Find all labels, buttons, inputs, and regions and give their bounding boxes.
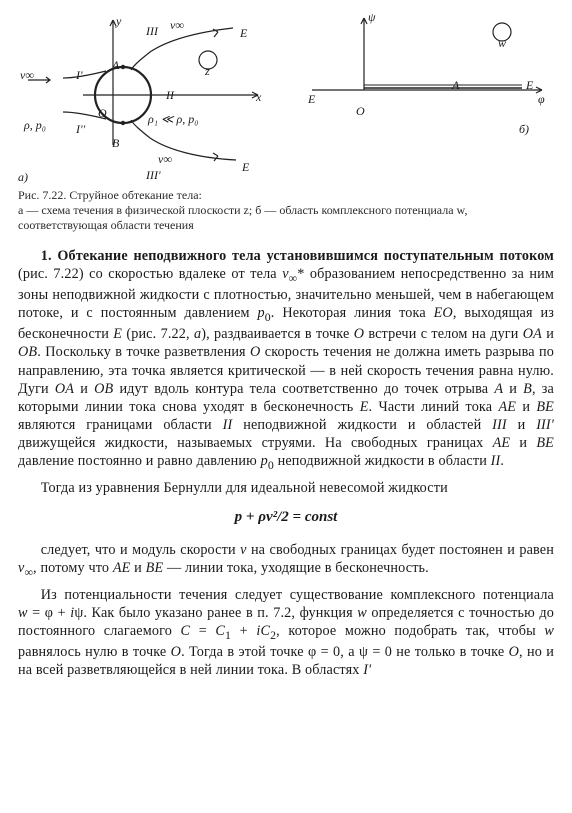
fig-label: ρ, p₀	[24, 118, 46, 133]
equation-bernoulli: p + ρv²/2 = const	[18, 508, 554, 527]
fig-label: v∞	[158, 152, 172, 167]
figure-caption: Рис. 7.22. Струйное обтекание тела: а — …	[18, 188, 554, 233]
fig-label: II	[166, 88, 174, 103]
fig-label: а)	[18, 170, 28, 185]
paragraph-3: следует, что и модуль скорости v на своб…	[18, 541, 554, 580]
fig-label: B	[112, 136, 119, 151]
caption-line1: Рис. 7.22. Струйное обтекание тела:	[18, 188, 554, 203]
fig-label: III'	[146, 168, 161, 183]
figure-row: yxOABEEI'I''IIIIIIII'v∞v∞v∞ρ, p₀ρ₁ ≪ ρ, …	[18, 10, 554, 180]
paragraph-1: 1. Обтекание неподвижного тела установив…	[18, 247, 554, 473]
fig-label: A	[452, 78, 459, 93]
page-root: yxOABEEI'I''IIIIIIII'v∞v∞v∞ρ, p₀ρ₁ ≪ ρ, …	[0, 0, 572, 706]
fig-label: I'	[76, 68, 83, 83]
fig-label: O	[356, 104, 365, 119]
caption-line2: а — схема течения в физической плоскости…	[18, 203, 554, 233]
fig-label: I''	[76, 122, 85, 137]
fig-label: y	[116, 14, 121, 29]
paragraph-4: Из потенциальности течения следует сущес…	[18, 586, 554, 680]
fig-label: A	[112, 58, 119, 73]
figure-a: yxOABEEI'I''IIIIIIII'v∞v∞v∞ρ, p₀ρ₁ ≪ ρ, …	[18, 10, 278, 180]
paragraph-2: Тогда из уравнения Бернулли для идеально…	[18, 479, 554, 497]
fig-label: v∞	[20, 68, 34, 83]
fig-label: E	[240, 26, 247, 41]
fig-label: O	[98, 106, 107, 121]
fig-label: ψ	[368, 10, 375, 25]
fig-label: б)	[519, 122, 529, 137]
fig-label: x	[256, 90, 261, 105]
fig-label: E	[308, 92, 315, 107]
fig-label: v∞	[170, 18, 184, 33]
fig-label: E	[242, 160, 249, 175]
fig-label: φ	[538, 92, 545, 107]
fig-label: ρ₁ ≪ ρ, p₀	[148, 112, 198, 127]
fig-label: w	[498, 36, 506, 51]
fig-label: E	[526, 78, 533, 93]
fig-label: III	[146, 24, 158, 39]
fig-label: z	[205, 64, 210, 79]
figure-b: ψφOAEEwб)	[304, 10, 554, 130]
